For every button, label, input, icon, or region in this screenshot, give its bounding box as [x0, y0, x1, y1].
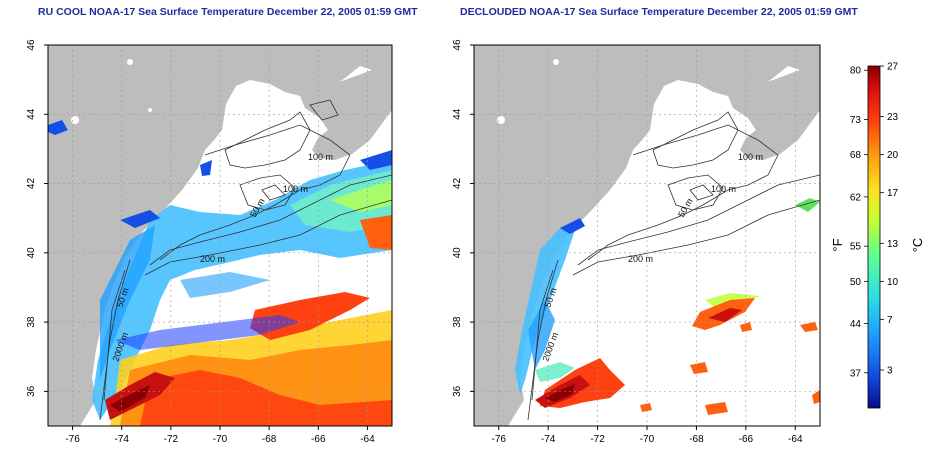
nova-scotia — [728, 60, 820, 160]
colorbar-label-f: 37 — [850, 368, 862, 379]
colorbar-label-f: 80 — [850, 66, 862, 77]
x-tick-label: -70 — [213, 434, 228, 445]
colorbar-label-c: 13 — [887, 239, 899, 250]
colorbar-label-f: 62 — [850, 192, 862, 203]
contour-label: 100 m — [738, 152, 763, 162]
colorbar-unit-fahrenheit: °F — [830, 238, 845, 251]
panel-1-title: RU COOL NOAA-17 Sea Surface Temperature … — [38, 6, 418, 18]
y-tick-label: 40 — [452, 247, 463, 259]
y-tick-label: 46 — [452, 39, 463, 51]
x-tick-label: -68 — [689, 434, 704, 445]
contour-label: 200 m — [200, 254, 225, 264]
colorbar-label-f: 50 — [850, 277, 862, 288]
colorbar-label-f: 73 — [850, 115, 862, 126]
land-mass — [48, 45, 392, 426]
colorbar-label-c: 10 — [887, 277, 899, 288]
axes: -76 -74 -72 -70 -68 -66 -64 46 44 42 40 38 36 — [452, 39, 803, 445]
land-mass — [474, 45, 820, 426]
y-tick-label: 46 — [26, 39, 37, 51]
y-tick-label: 42 — [26, 178, 37, 190]
y-tick-label: 36 — [26, 385, 37, 397]
map-panel-1: 100 m 100 m 50 m 200 m 50 m 2000 m -76 -7… — [26, 39, 393, 445]
contours — [99, 99, 392, 421]
x-tick-label: -72 — [590, 434, 605, 445]
colorbar-label-c: 17 — [887, 188, 899, 199]
y-tick-label: 38 — [26, 316, 37, 328]
panel-2-title: DECLOUDED NOAA-17 Sea Surface Temperatur… — [460, 6, 858, 18]
x-tick-label: -68 — [262, 434, 277, 445]
colorbar-label-c: 27 — [887, 62, 899, 73]
x-tick-label: -64 — [360, 434, 375, 445]
x-tick-label: -74 — [114, 434, 129, 445]
x-tick-label: -64 — [788, 434, 803, 445]
x-tick-label: -72 — [164, 434, 179, 445]
colorbar-label-c: 20 — [887, 150, 899, 161]
colorbar-unit-celsius: °C — [910, 238, 925, 253]
x-tick-label: -66 — [311, 434, 326, 445]
colorbar-label-c: 3 — [887, 366, 893, 377]
x-tick-label: -70 — [640, 434, 655, 445]
y-tick-label: 42 — [452, 178, 463, 190]
x-tick-label: -66 — [739, 434, 754, 445]
y-tick-label: 40 — [26, 247, 37, 259]
x-tick-label: -76 — [491, 434, 506, 445]
y-tick-label: 44 — [26, 108, 37, 120]
gridlines — [48, 45, 392, 426]
sst-field — [515, 198, 820, 415]
colorbar-label-f: 68 — [850, 150, 862, 161]
contour-label: 100 m — [308, 152, 333, 162]
sst-field — [48, 120, 392, 426]
y-tick-label: 44 — [452, 108, 463, 120]
axes: -76 -74 -72 -70 -68 -66 -64 46 44 42 40 38 36 — [26, 39, 375, 445]
contour-label: 100 m — [283, 184, 308, 194]
map-panel-2: 100 m 100 m 50 m 200 m 50 m 2000 m -76 -7… — [452, 39, 821, 445]
x-tick-label: -76 — [65, 434, 80, 445]
contour-label: 100 m — [711, 184, 736, 194]
colorbar-label-c: 7 — [887, 315, 893, 326]
contour-label: 200 m — [628, 254, 653, 264]
x-tick-label: -74 — [541, 434, 556, 445]
y-tick-label: 36 — [452, 385, 463, 397]
nova-scotia — [300, 60, 392, 160]
colorbar-label-c: 23 — [887, 112, 899, 123]
y-tick-label: 38 — [452, 316, 463, 328]
contours — [527, 111, 820, 421]
colorbar-scale — [867, 65, 881, 409]
colorbar-label-f: 44 — [850, 319, 862, 330]
gridlines — [474, 45, 820, 426]
colorbar-label-f: 55 — [850, 242, 862, 253]
